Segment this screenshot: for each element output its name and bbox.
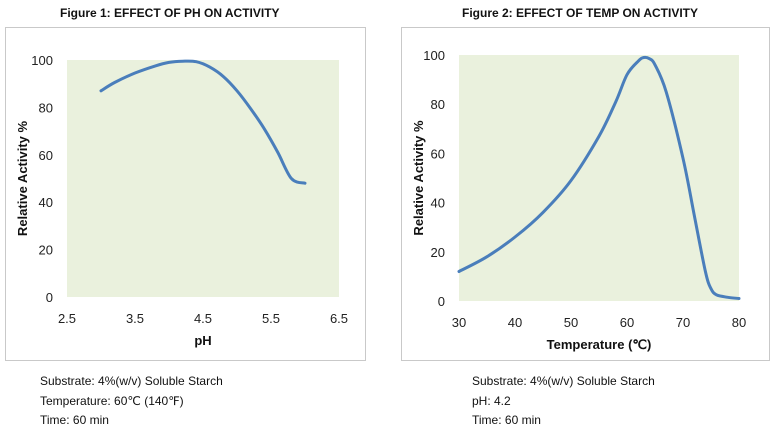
x-tick-label: 70 (676, 315, 690, 330)
figure-1-time-note: Time: 60 min (40, 413, 109, 427)
activity-curve-line (457, 55, 741, 300)
y-tick-label: 20 (39, 243, 53, 258)
figure-2-substrate-note: Substrate: 4%(w/v) Soluble Starch (472, 374, 655, 388)
x-tick-label: 80 (732, 315, 746, 330)
y-tick-label: 40 (431, 196, 445, 211)
x-tick-label: 50 (564, 315, 578, 330)
x-tick-label: 3.5 (126, 311, 144, 326)
y-tick-label: 0 (46, 290, 53, 305)
figure-2-ph-note: pH: 4.2 (472, 393, 511, 408)
figure-2-time-note: Time: 60 min (472, 413, 541, 427)
figure-1-substrate-note: Substrate: 4%(w/v) Soluble Starch (40, 374, 223, 388)
plot-area (459, 55, 739, 301)
x-tick-label: 30 (452, 315, 466, 330)
figure-2-chart: 0 20 40 60 80 100 30 40 50 60 70 80 Temperature (℃) R… (411, 48, 746, 352)
x-tick-label: 40 (508, 315, 522, 330)
figure-2-title: Figure 2: EFFECT OF TEMP ON ACTIVITY (462, 6, 699, 20)
y-tick-label: 80 (431, 97, 445, 112)
y-tick-label: 60 (431, 146, 445, 161)
figure-2-chart-panel: 0 20 40 60 80 100 30 40 50 60 70 80 Temperature (℃) R… (401, 27, 770, 361)
x-tick-label: 5.5 (262, 311, 280, 326)
y-tick-label: 80 (39, 100, 53, 115)
x-tick-label: 4.5 (194, 311, 212, 326)
figure-1-chart: 0 20 40 60 80 100 2.5 3.5 4.5 5.5 6.5 pH Relative Ac… (15, 53, 348, 348)
y-tick-label: 20 (431, 245, 445, 260)
x-tick-label: 6.5 (330, 311, 348, 326)
y-tick-label: 100 (423, 48, 445, 63)
figure-1-conditions: Substrate: 4%(w/v) Soluble Starch Temper… (40, 372, 223, 431)
figure-1-chart-panel: 0 20 40 60 80 100 2.5 3.5 4.5 5.5 6.5 pH Relative Ac… (5, 27, 366, 361)
figure-1-title: Figure 1: EFFECT OF PH ON ACTIVITY (60, 6, 280, 20)
y-axis-title: Relative Activity % (411, 120, 426, 236)
plot-area (67, 60, 339, 297)
y-tick-label: 40 (39, 195, 53, 210)
x-tick-label: 60 (620, 315, 634, 330)
y-axis-title: Relative Activity % (15, 121, 30, 237)
x-tick-label: 2.5 (58, 311, 76, 326)
figure-1-temperature-note: Temperature: 60℃ (140℉) (40, 393, 184, 408)
y-tick-label: 0 (438, 294, 445, 309)
x-axis-title: pH (194, 333, 211, 348)
x-axis-title: Temperature (℃) (547, 337, 652, 352)
y-tick-label: 100 (31, 53, 53, 68)
figure-2-conditions: Substrate: 4%(w/v) Soluble Starch pH: 4.… (472, 372, 655, 431)
y-tick-label: 60 (39, 148, 53, 163)
activity-curve-line (99, 59, 307, 185)
